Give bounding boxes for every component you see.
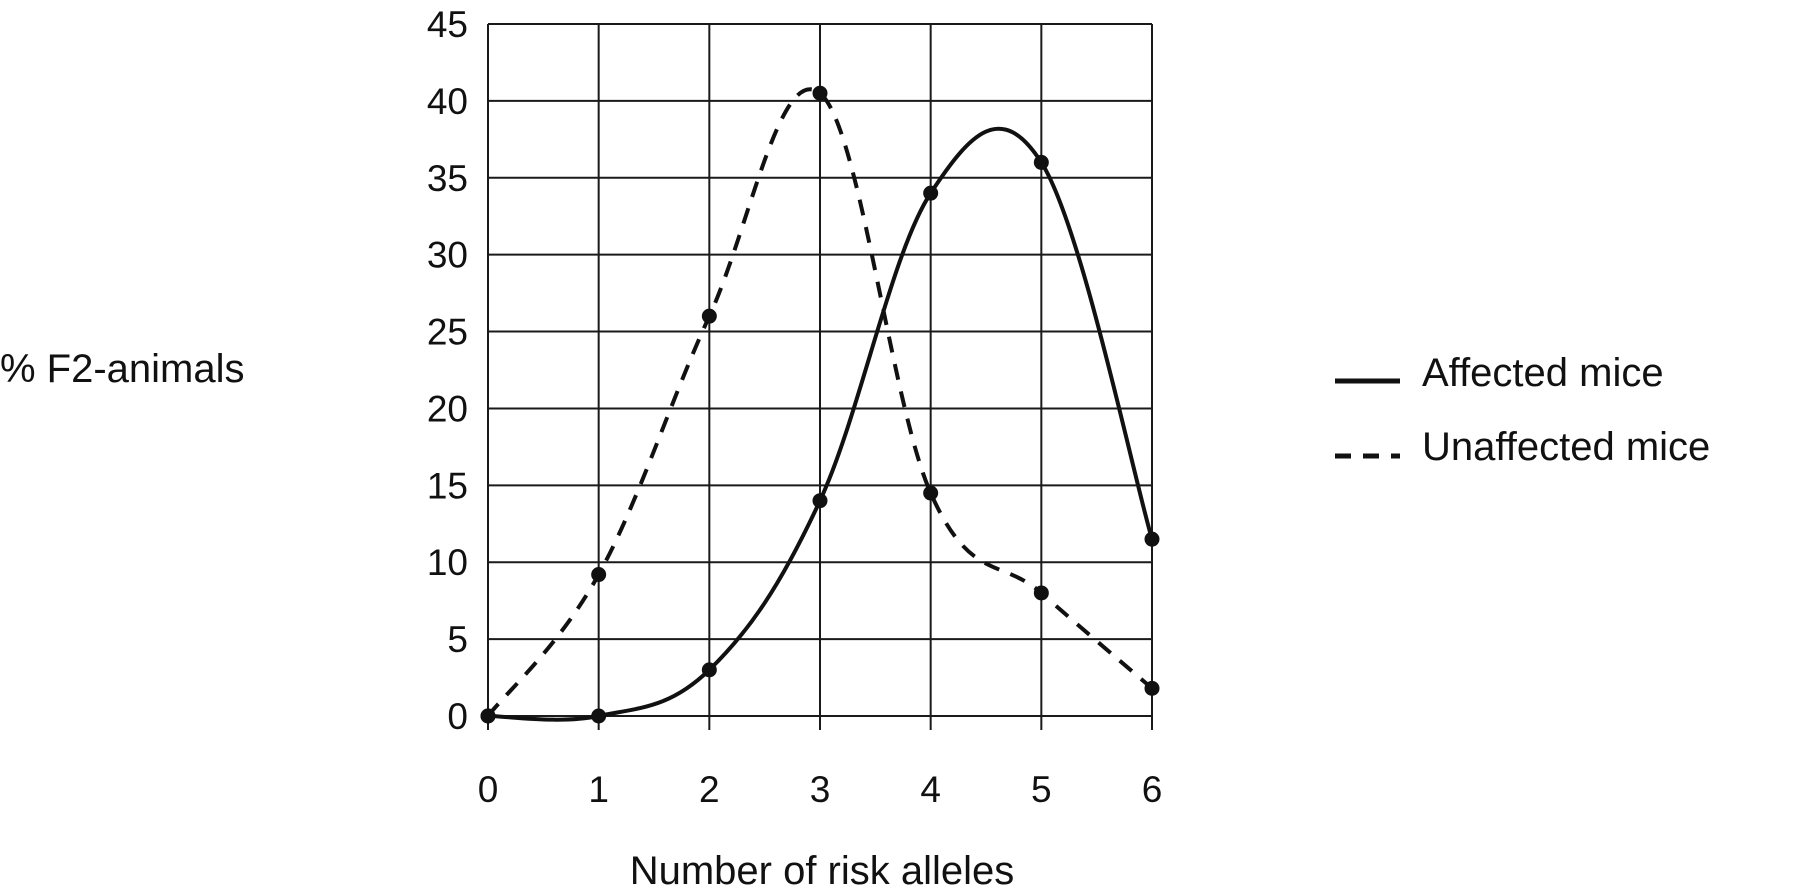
- legend-label-unaffected: Unaffected mice: [1422, 425, 1710, 469]
- y-tick-label: 5: [447, 619, 468, 660]
- data-point-affected: [923, 185, 939, 201]
- data-point-unaffected: [1033, 585, 1049, 601]
- data-point-unaffected: [812, 85, 828, 101]
- series-line-affected: [487, 126, 1154, 722]
- data-point-affected: [1033, 154, 1049, 170]
- x-tick-label: 6: [1142, 769, 1163, 810]
- y-tick-labels: 0 5 10 15 20 25 30 35 40 45: [427, 4, 468, 737]
- grid: [487, 23, 1153, 730]
- y-axis-label: % F2-animals: [0, 347, 245, 391]
- x-tick-label: 1: [588, 769, 609, 810]
- x-axis-label: Number of risk alleles: [630, 849, 1015, 891]
- x-tick-label: 5: [1031, 769, 1052, 810]
- y-tick-label: 15: [427, 465, 468, 506]
- y-tick-label: 20: [427, 388, 468, 429]
- series-line-unaffected: [486, 87, 1154, 718]
- x-tick-label: 2: [699, 769, 720, 810]
- data-point-affected: [591, 708, 607, 724]
- data-point-affected: [701, 662, 717, 678]
- y-tick-label: 35: [427, 158, 468, 199]
- data-point-affected: [1144, 531, 1160, 547]
- series-lines: [486, 87, 1154, 722]
- data-point-unaffected: [923, 485, 939, 501]
- y-tick-label: 40: [427, 81, 468, 122]
- legend: Affected mice Unaffected mice: [1335, 351, 1710, 469]
- y-tick-label: 45: [427, 4, 468, 45]
- data-point-affected: [812, 493, 828, 509]
- y-tick-label: 30: [427, 235, 468, 276]
- data-point-unaffected: [480, 708, 496, 724]
- y-tick-label: 10: [427, 542, 468, 583]
- x-tick-label: 0: [478, 769, 499, 810]
- data-point-unaffected: [1144, 680, 1160, 696]
- legend-label-affected: Affected mice: [1422, 351, 1664, 395]
- data-points: [480, 85, 1160, 724]
- y-tick-label: 25: [427, 312, 468, 353]
- data-point-unaffected: [591, 567, 607, 583]
- x-tick-label: 4: [920, 769, 941, 810]
- y-tick-label: 0: [447, 696, 468, 737]
- x-tick-labels: 0 1 2 3 4 5 6: [478, 769, 1163, 810]
- data-point-unaffected: [701, 308, 717, 324]
- x-tick-label: 3: [810, 769, 831, 810]
